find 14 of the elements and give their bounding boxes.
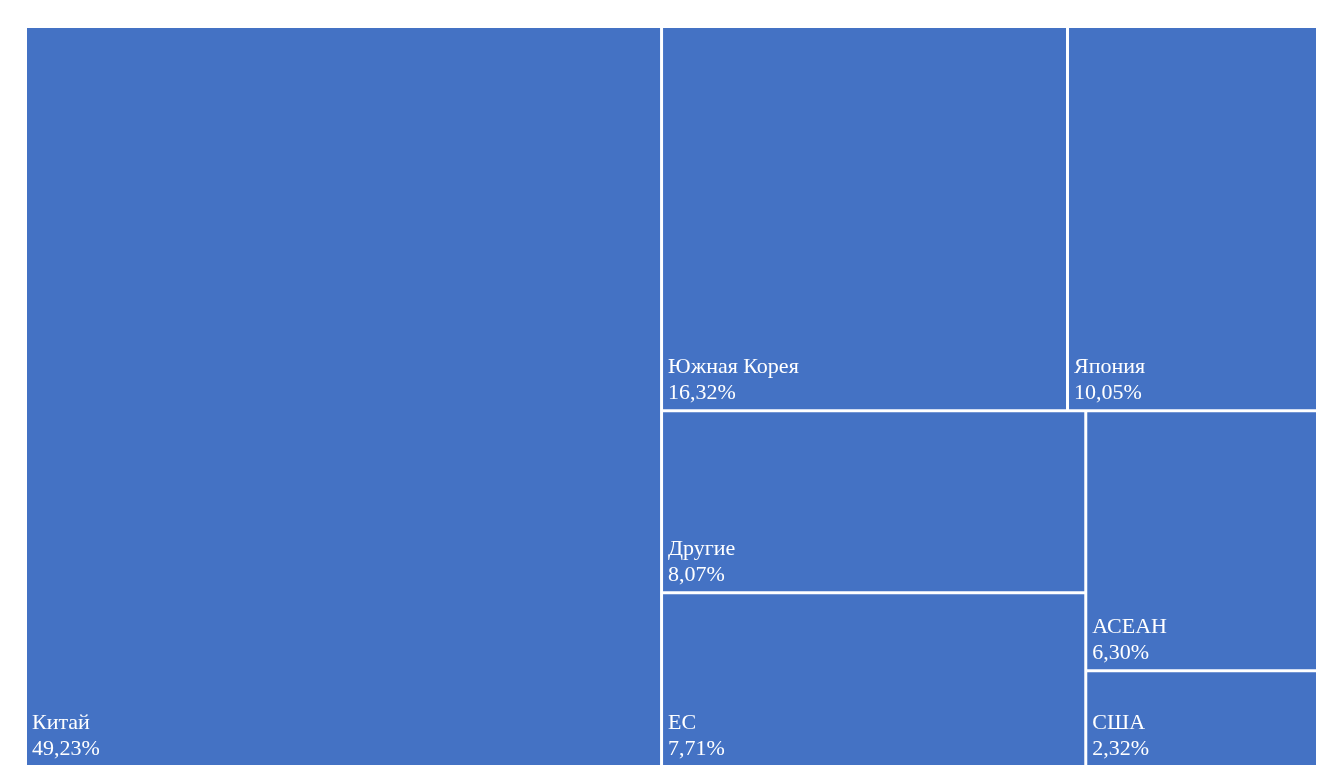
category-label: Китай [32,708,91,734]
category-label: Другие [668,534,736,560]
data-label: 2,32% [1092,734,1150,760]
data-label: 49,23% [32,734,100,760]
category-label: АСЕАН [1092,612,1168,638]
data-label: 10,05% [1074,378,1142,404]
category-label: Южная Корея [668,352,799,378]
data-label: 6,30% [1092,638,1150,664]
data-label: 7,71% [668,734,725,760]
data-label: 8,07% [668,560,725,586]
category-label: Япония [1074,352,1146,378]
data-label: 16,32% [668,378,736,404]
category-label: США [1092,708,1146,734]
category-label: ЕС [668,708,697,734]
